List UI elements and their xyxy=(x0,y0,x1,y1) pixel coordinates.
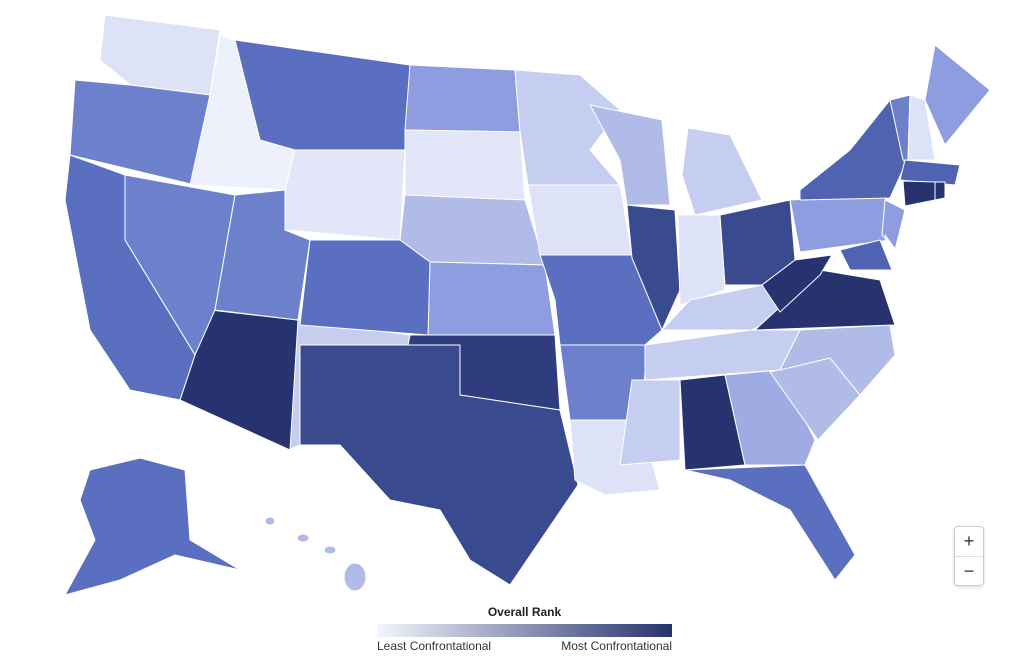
legend-title: Overall Rank xyxy=(487,605,562,619)
state xyxy=(934,181,946,201)
zoom-in-button[interactable]: + xyxy=(955,527,983,557)
state xyxy=(899,159,961,186)
state xyxy=(761,254,833,313)
state xyxy=(799,99,906,201)
state xyxy=(881,199,906,251)
state xyxy=(514,69,621,186)
state xyxy=(626,204,681,331)
state xyxy=(681,127,763,216)
state xyxy=(924,44,991,146)
state xyxy=(99,14,221,96)
state xyxy=(287,319,411,451)
state xyxy=(404,129,526,201)
legend-min-label: Least Confrontational xyxy=(377,639,492,653)
state xyxy=(343,562,367,592)
state xyxy=(619,379,681,466)
state xyxy=(284,149,406,241)
state xyxy=(404,64,521,133)
state xyxy=(64,154,196,401)
state xyxy=(427,261,556,336)
state xyxy=(589,104,671,206)
zoom-controls: + − xyxy=(954,526,984,586)
state xyxy=(839,239,893,271)
state xyxy=(296,533,310,543)
state xyxy=(884,234,897,259)
us-map xyxy=(64,14,991,596)
state xyxy=(399,194,546,266)
legend-max-label: Most Confrontational xyxy=(561,639,672,653)
state xyxy=(907,94,936,161)
state xyxy=(234,39,411,151)
state xyxy=(677,214,726,306)
state xyxy=(299,344,579,586)
state xyxy=(684,464,856,581)
state xyxy=(527,184,633,256)
state xyxy=(724,369,816,466)
zoom-out-button[interactable]: − xyxy=(963,561,975,581)
state xyxy=(902,180,936,207)
legend-gradient xyxy=(377,624,672,637)
state xyxy=(64,457,241,596)
states xyxy=(64,14,991,596)
state xyxy=(323,545,337,555)
state xyxy=(299,239,431,336)
state xyxy=(779,324,896,396)
state xyxy=(264,516,276,526)
